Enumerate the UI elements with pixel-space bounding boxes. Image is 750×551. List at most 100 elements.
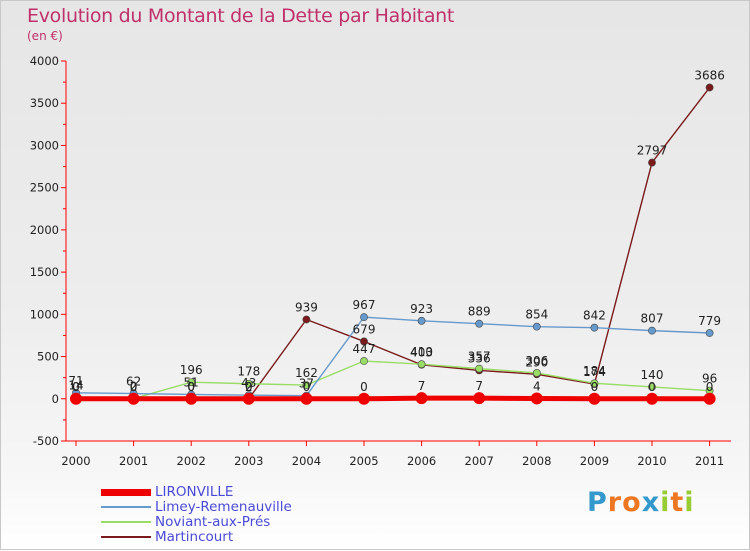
data-point-0-4	[300, 392, 313, 405]
data-point-1-6	[417, 316, 426, 325]
data-point-0-11	[703, 392, 716, 405]
x-tick-label: 2003	[234, 454, 263, 468]
x-tick-label: 2004	[292, 454, 321, 468]
data-point-0-8	[530, 392, 543, 405]
logo-letter: x	[641, 487, 661, 518]
x-tick-label: 2000	[61, 454, 90, 468]
data-label-1-7: 889	[468, 305, 491, 319]
data-label-3-9: 174	[583, 365, 606, 379]
data-point-2-3	[244, 379, 253, 388]
x-tick-label: 2005	[349, 454, 378, 468]
legend-swatch	[101, 489, 151, 496]
x-tick-label: 2009	[580, 454, 609, 468]
data-label-2-3: 178	[237, 365, 260, 379]
data-point-0-7	[473, 392, 486, 405]
data-label-3-0: 0	[72, 380, 80, 394]
data-label-0-10: 0	[648, 380, 656, 394]
data-point-1-8	[532, 322, 541, 331]
data-label-0-5: 0	[360, 380, 368, 394]
data-label-2-6: 410	[410, 345, 433, 359]
data-label-3-2: 0	[187, 380, 195, 394]
data-point-0-5	[358, 392, 370, 405]
data-label-1-2: 51	[184, 375, 199, 389]
data-point-0-6	[415, 392, 428, 405]
data-label-2-2: 196	[180, 363, 203, 377]
data-point-3-11	[705, 83, 714, 92]
data-point-2-5	[360, 357, 368, 365]
data-label-0-8: 4	[533, 379, 541, 393]
data-label-0-11: 0	[706, 380, 714, 394]
y-tick-label: 3000	[30, 138, 59, 152]
logo-letter: t	[670, 487, 685, 518]
data-point-2-7	[475, 364, 484, 373]
y-tick-label: 4000	[30, 54, 59, 68]
logo-letter: i	[660, 487, 671, 518]
data-label-3-5: 679	[353, 322, 376, 336]
data-point-1-10	[648, 326, 656, 335]
data-label-3-4: 939	[295, 300, 318, 314]
data-point-0-0	[70, 392, 82, 405]
y-tick-label: 1000	[30, 307, 59, 321]
data-label-1-1: 62	[126, 375, 141, 389]
series-line-1	[75, 316, 710, 397]
data-point-3-4	[302, 315, 311, 324]
data-label-2-0: 14	[68, 379, 83, 393]
data-label-3-6: 403	[410, 346, 433, 360]
data-label-0-7: 7	[475, 379, 483, 393]
data-point-1-5	[360, 313, 368, 322]
y-tick-label: 3500	[30, 96, 59, 110]
data-point-1-7	[475, 319, 484, 328]
data-point-0-10	[646, 392, 658, 405]
logo-letter: r	[607, 487, 623, 518]
data-label-1-11: 779	[698, 314, 721, 328]
data-label-0-1: 0	[130, 380, 138, 394]
x-tick-label: 2007	[465, 454, 494, 468]
legend-swatch	[101, 536, 151, 538]
x-tick-label: 2006	[407, 454, 436, 468]
x-tick-label: 2001	[119, 454, 148, 468]
legend-swatch	[101, 521, 151, 523]
logo-letter: o	[622, 487, 642, 518]
data-label-1-6: 923	[410, 302, 433, 316]
data-label-3-8: 290	[525, 355, 548, 369]
data-point-2-4	[302, 381, 311, 389]
data-label-3-3: 2	[245, 380, 253, 394]
data-label-1-9: 842	[583, 309, 606, 323]
y-tick-label: 1500	[30, 265, 59, 279]
data-point-1-11	[705, 329, 714, 337]
data-label-3-7: 336	[468, 351, 491, 365]
data-label-1-0: 71	[68, 374, 83, 388]
data-label-1-5: 967	[353, 298, 376, 312]
data-label-2-9: 184	[583, 364, 606, 378]
data-point-0-9	[588, 392, 601, 405]
data-point-2-9	[590, 379, 599, 388]
legend-swatch	[101, 506, 151, 508]
series-line-3	[76, 87, 711, 400]
x-tick-label: 2010	[637, 454, 666, 468]
data-label-1-3: 43	[241, 376, 256, 390]
data-label-2-1: 2	[130, 380, 138, 394]
data-label-1-4: 37	[299, 377, 314, 391]
x-tick-label: 2008	[522, 454, 551, 468]
logo-letter: i	[684, 487, 695, 518]
series-line-2	[75, 360, 710, 400]
data-label-0-3: 0	[245, 380, 253, 394]
y-tick-label: 0	[52, 392, 59, 406]
legend-label: Martincourt	[155, 529, 234, 545]
data-point-3-5	[360, 337, 368, 346]
data-label-3-10: 2797	[637, 144, 668, 158]
data-point-2-8	[532, 369, 541, 377]
data-label-2-11: 96	[702, 372, 717, 386]
y-tick-label: 2500	[30, 181, 59, 195]
data-label-3-11: 3686	[694, 69, 725, 83]
data-label-0-2: 0	[187, 380, 195, 394]
x-tick-label: 2011	[695, 454, 724, 468]
chart-unit: (en €)	[27, 29, 63, 43]
data-label-0-6: 7	[418, 379, 426, 393]
data-label-1-10: 807	[641, 312, 664, 326]
data-label-0-4: 0	[303, 380, 311, 394]
data-label-0-0: 0	[72, 380, 80, 394]
data-point-0-2	[185, 392, 198, 405]
y-tick-label: -500	[33, 434, 59, 448]
